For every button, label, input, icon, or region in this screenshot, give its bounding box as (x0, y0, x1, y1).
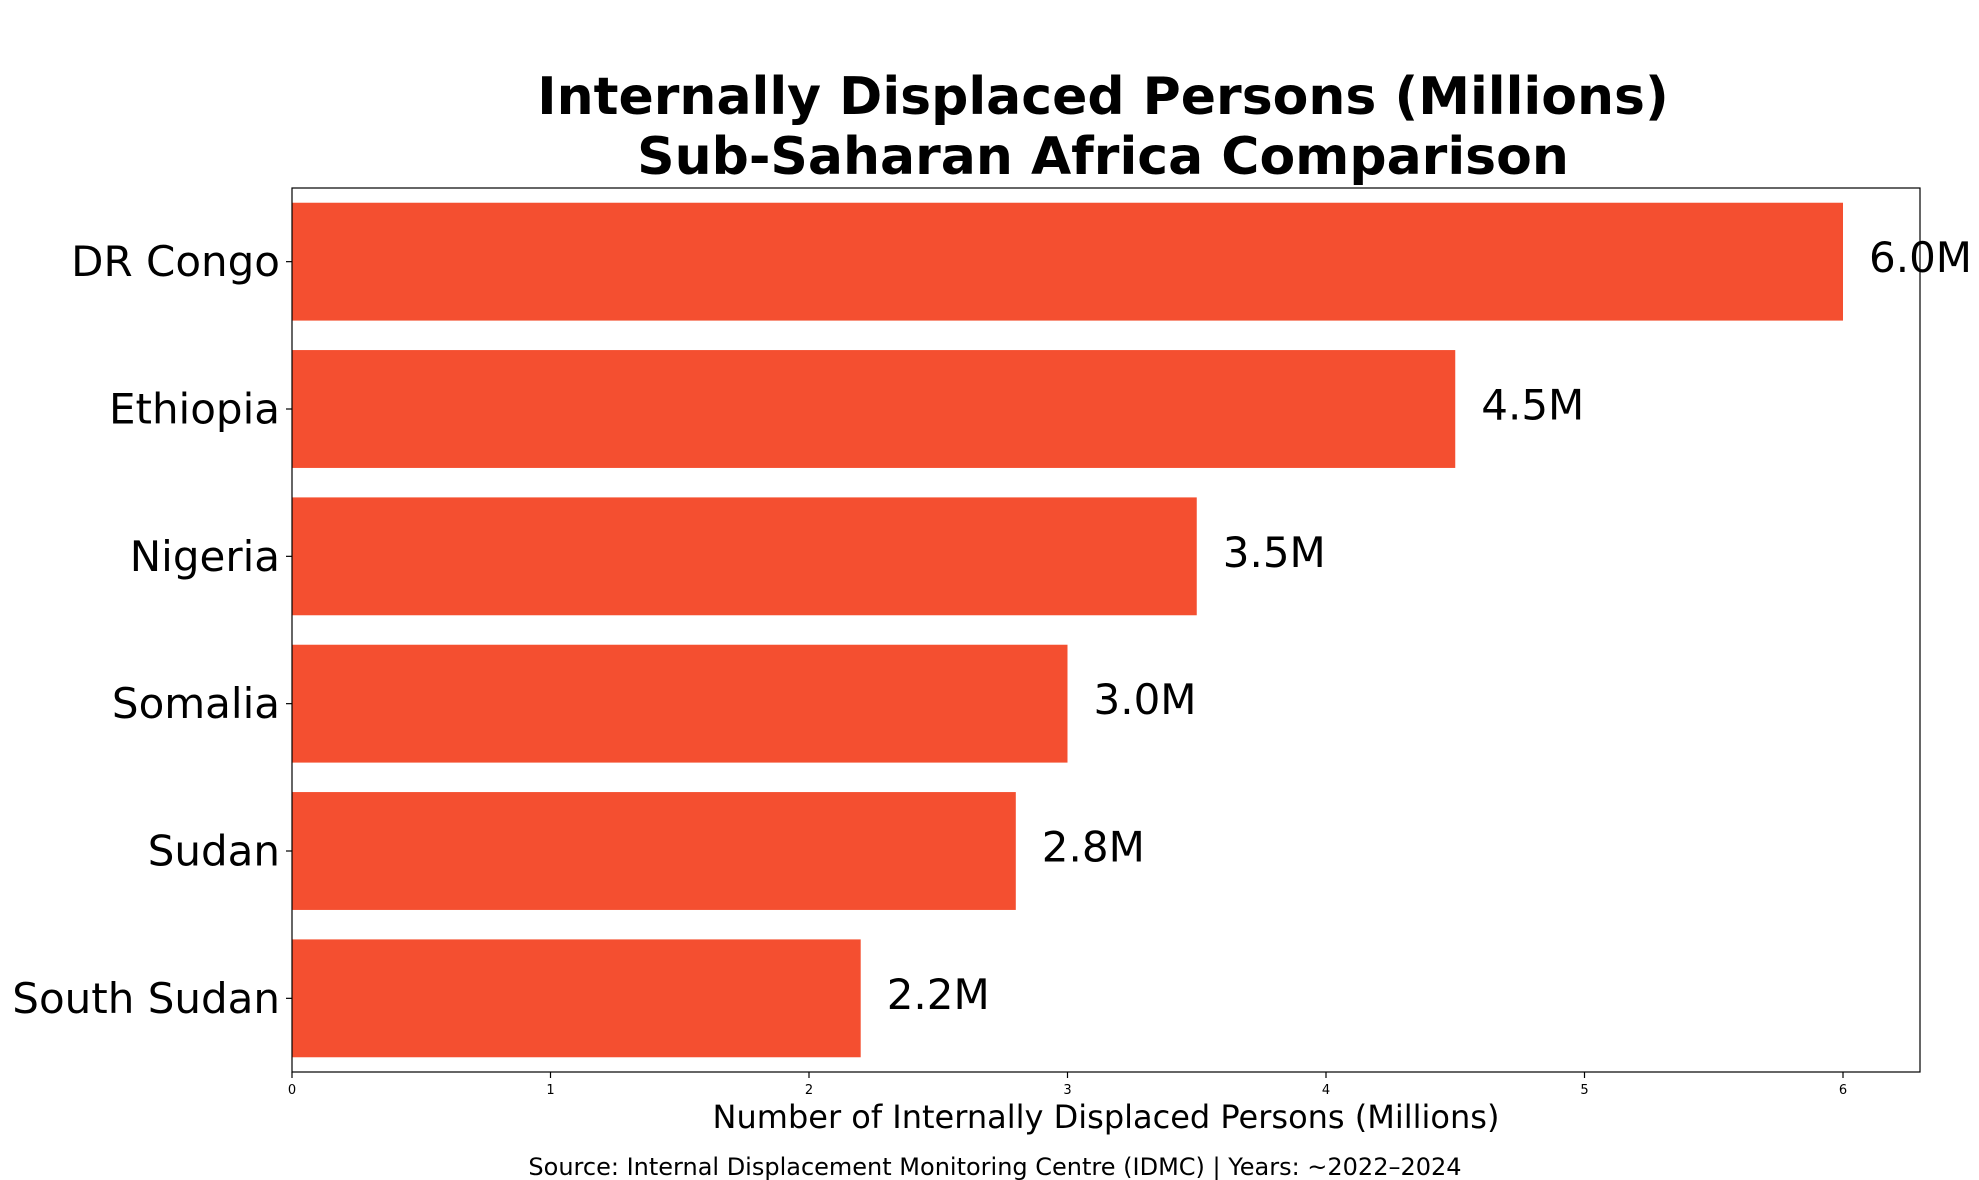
value-label: 4.5M (1481, 381, 1584, 430)
category-label: Somalia (112, 679, 280, 728)
x-tick-label: 4 (1322, 1083, 1330, 1098)
x-tick-label: 0 (288, 1083, 296, 1098)
value-label: 2.2M (887, 970, 990, 1019)
x-tick-label: 2 (805, 1083, 813, 1098)
x-axis-ticks: 0 1 2 3 4 5 6 (288, 1072, 1847, 1098)
plot-frame (291, 187, 1921, 1073)
category-labels: DR Congo Ethiopia Nigeria Somalia Sudan South… (12, 237, 292, 1023)
category-label: Ethiopia (109, 385, 280, 434)
bar-dr-congo (292, 202, 1843, 321)
chart-title: Internally Displaced Persons (Millions) (537, 67, 1668, 127)
x-tick-label: 5 (1580, 1083, 1588, 1098)
x-tick-label: 3 (1063, 1083, 1071, 1098)
bar-nigeria (292, 497, 1197, 616)
bar-ethiopia (292, 350, 1456, 468)
category-label: DR Congo (71, 237, 280, 286)
bar-south-sudan (292, 939, 861, 1058)
category-label: South Sudan (12, 974, 280, 1023)
chart-subtitle: Sub-Saharan Africa Comparison (637, 127, 1569, 187)
bar-sudan (292, 792, 1016, 910)
category-label: Nigeria (130, 532, 280, 581)
value-labels: 6.0M4.5M3.5M3.0M2.8M2.2M (887, 233, 1972, 1019)
value-label: 3.0M (1094, 675, 1197, 724)
bars-group (292, 202, 1843, 1058)
source-note: Source: Internal Displacement Monitoring… (528, 1153, 1461, 1180)
bar-somalia (292, 644, 1068, 763)
x-tick-label: 6 (1839, 1083, 1847, 1098)
x-tick-label: 1 (546, 1083, 554, 1098)
x-axis-label: Number of Internally Displaced Persons (… (713, 1098, 1500, 1136)
value-label: 3.5M (1223, 528, 1326, 577)
category-label: Sudan (148, 827, 280, 876)
value-label: 2.8M (1042, 823, 1145, 872)
